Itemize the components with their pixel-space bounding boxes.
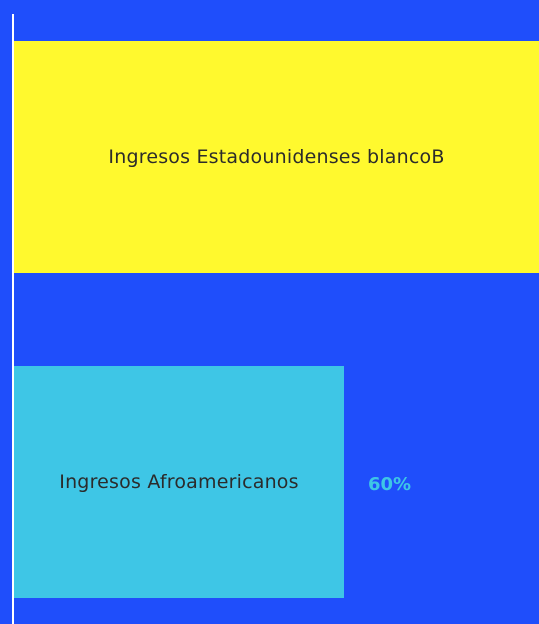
bar-african-american-income: Ingresos Afroamericanos xyxy=(14,366,344,598)
bar-white-income: Ingresos Estadounidenses blancoB xyxy=(14,41,539,273)
bar-label-african-american-income: Ingresos Afroamericanos xyxy=(59,471,299,493)
value-label-african-american-income: 60% xyxy=(368,474,412,495)
bar-label-white-income: Ingresos Estadounidenses blancoB xyxy=(108,146,445,168)
y-axis-line xyxy=(12,14,14,624)
